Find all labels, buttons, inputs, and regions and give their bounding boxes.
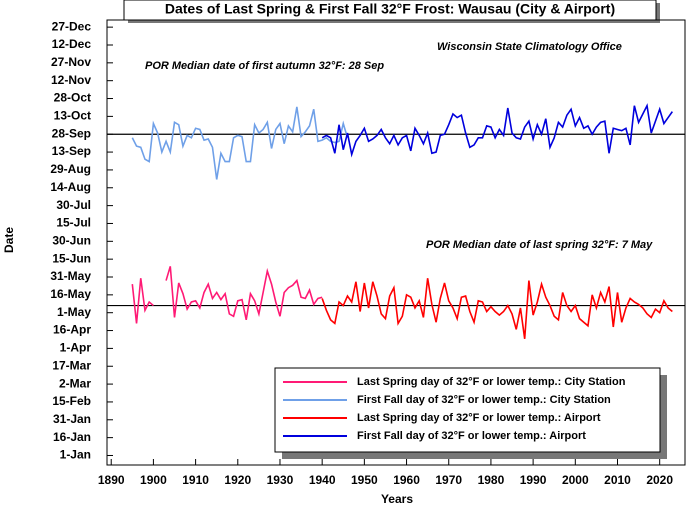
series-line <box>321 103 673 158</box>
y-tick-label: 15-Feb <box>52 394 91 408</box>
x-tick-label: 1980 <box>478 473 505 487</box>
x-tick-label: 1990 <box>520 473 547 487</box>
y-tick-label: 1-Apr <box>60 341 92 355</box>
y-tick-label: 31-Jan <box>53 412 91 426</box>
y-tick-label: 29-Aug <box>50 162 91 176</box>
y-tick-label: 12-Dec <box>52 37 92 51</box>
y-tick-label: 15-Jun <box>52 251 91 265</box>
y-tick-label: 27-Dec <box>52 19 92 33</box>
x-tick-label: 2000 <box>562 473 589 487</box>
x-tick-label: 2010 <box>604 473 631 487</box>
annotation: Wisconsin State Climatology Office <box>437 41 622 53</box>
y-tick-label: 15-Jul <box>56 216 91 230</box>
y-tick-label: 17-Mar <box>52 358 91 372</box>
chart-title: Dates of Last Spring & First Fall 32°F F… <box>165 1 615 17</box>
legend-label: Last Spring day of 32°F or lower temp.: … <box>357 376 626 388</box>
y-tick-label: 16-May <box>50 287 91 301</box>
y-tick-label: 1-Jan <box>60 448 91 462</box>
y-tick-label: 2-Mar <box>59 376 91 390</box>
legend-label: First Fall day of 32°F or lower temp.: A… <box>357 430 586 442</box>
y-tick-label: 16-Jan <box>53 430 91 444</box>
plot-frame <box>106 19 686 466</box>
x-tick-label: 2020 <box>646 473 673 487</box>
x-tick-label: 1900 <box>140 473 167 487</box>
y-tick-label: 1-May <box>57 305 91 319</box>
series-line <box>131 106 349 180</box>
y-tick-label: 31-May <box>50 269 91 283</box>
legend-label: First Fall day of 32°F or lower temp.: C… <box>357 394 611 406</box>
y-tick-label: 27-Nov <box>51 55 91 69</box>
y-tick-label: 30-Jul <box>56 198 91 212</box>
x-tick-label: 1930 <box>267 473 294 487</box>
y-tick-label: 14-Aug <box>50 180 91 194</box>
y-tick-label: 13-Sep <box>52 144 91 158</box>
x-tick-label: 1940 <box>309 473 336 487</box>
y-tick-label: 30-Jun <box>52 233 91 247</box>
series-line <box>131 266 323 324</box>
y-tick-label: 13-Oct <box>54 109 91 123</box>
y-tick-label: 12-Nov <box>51 73 91 87</box>
x-tick-label: 1950 <box>351 473 378 487</box>
x-tick-label: 1910 <box>182 473 209 487</box>
y-tick-label: 16-Apr <box>53 323 91 337</box>
y-tick-label: 28-Sep <box>52 126 91 140</box>
legend-label: Last Spring day of 32°F or lower temp.: … <box>357 412 601 424</box>
x-axis-label: Years <box>381 492 413 506</box>
x-tick-label: 1970 <box>435 473 462 487</box>
series-line <box>321 278 673 339</box>
y-axis-label: Date <box>2 227 16 253</box>
x-tick-label: 1960 <box>393 473 420 487</box>
median-label: POR Median date of first autumn 32°F: 28… <box>145 60 384 72</box>
y-tick-label: 28-Oct <box>54 91 91 105</box>
median-label: POR Median date of last spring 32°F: 7 M… <box>426 239 653 251</box>
x-tick-label: 1920 <box>224 473 251 487</box>
x-tick-label: 1890 <box>98 473 125 487</box>
